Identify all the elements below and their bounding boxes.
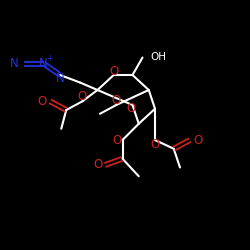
Text: O: O [112,94,121,107]
Text: +: + [46,54,52,63]
Text: O: O [193,134,202,146]
Text: O: O [109,65,118,78]
Text: O: O [127,102,136,115]
Text: O: O [112,134,122,146]
Text: N: N [56,72,64,85]
Text: N: N [10,57,18,70]
Text: O: O [150,138,160,151]
Text: O: O [93,158,102,172]
Text: O: O [78,90,87,103]
Text: N: N [40,57,48,70]
Text: O: O [38,95,47,108]
Text: OH: OH [150,52,166,62]
